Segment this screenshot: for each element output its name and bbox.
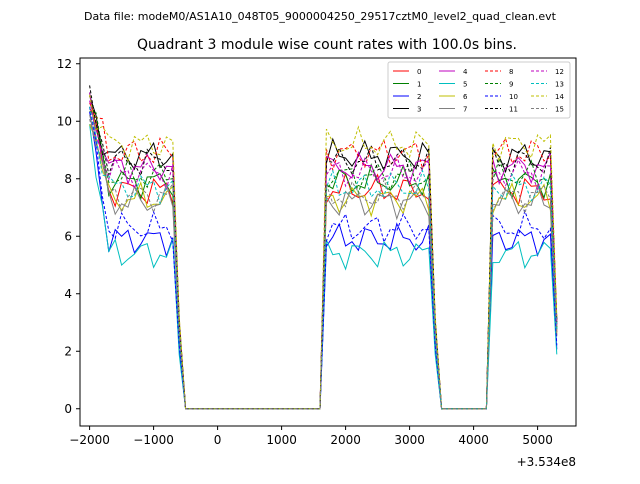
legend-label-4: 4 — [463, 68, 468, 76]
legend-label-12: 12 — [555, 68, 564, 76]
x-tick-label: 5000 — [522, 433, 553, 447]
legend-label-10: 10 — [509, 93, 518, 101]
legend-label-13: 13 — [555, 81, 564, 89]
x-tick-label: 3000 — [394, 433, 425, 447]
y-tick-label: 8 — [64, 172, 72, 186]
chart-title: Quadrant 3 module wise count rates with … — [137, 37, 517, 53]
y-tick-label: 4 — [64, 287, 72, 301]
y-tick-label: 0 — [64, 402, 72, 416]
x-tick-label: 0 — [214, 433, 222, 447]
figure-suptitle: Data file: modeM0/AS1A10_048T05_90000042… — [84, 10, 557, 23]
series-15-line — [89, 118, 558, 410]
legend-label-7: 7 — [463, 106, 467, 114]
y-axis: 0 2 4 6 8 10 12 — [57, 57, 80, 416]
x-offset-label: +3.534e8 — [517, 455, 576, 469]
legend-label-2: 2 — [417, 93, 421, 101]
x-tick-label: 4000 — [458, 433, 489, 447]
y-tick-label: 6 — [64, 229, 72, 243]
legend-label-9: 9 — [509, 81, 513, 89]
plot-area — [79, 57, 577, 427]
y-tick-label: 2 — [64, 344, 72, 358]
legend-label-1: 1 — [417, 81, 421, 89]
legend-label-6: 6 — [463, 93, 468, 101]
legend-label-11: 11 — [509, 106, 518, 114]
series-14-line — [89, 94, 558, 410]
x-tick-label: −1000 — [133, 433, 174, 447]
x-tick-label: 2000 — [330, 433, 361, 447]
legend-box — [387, 61, 571, 119]
plot-lines — [89, 85, 558, 410]
legend-label-3: 3 — [417, 106, 421, 114]
x-axis: −2000 −1000 0 1000 2000 3000 4000 5000 — [69, 426, 553, 447]
legend-label-15: 15 — [555, 106, 564, 114]
legend-label-8: 8 — [509, 68, 513, 76]
legend-label-5: 5 — [463, 81, 467, 89]
series-3-line — [89, 95, 558, 410]
x-tick-label: −2000 — [69, 433, 110, 447]
y-tick-label: 10 — [57, 114, 72, 128]
series-11-line — [89, 85, 558, 410]
legend-label-14: 14 — [555, 93, 564, 101]
x-tick-label: 1000 — [266, 433, 297, 447]
y-tick-label: 12 — [57, 57, 72, 71]
legend-label-0: 0 — [417, 68, 421, 76]
